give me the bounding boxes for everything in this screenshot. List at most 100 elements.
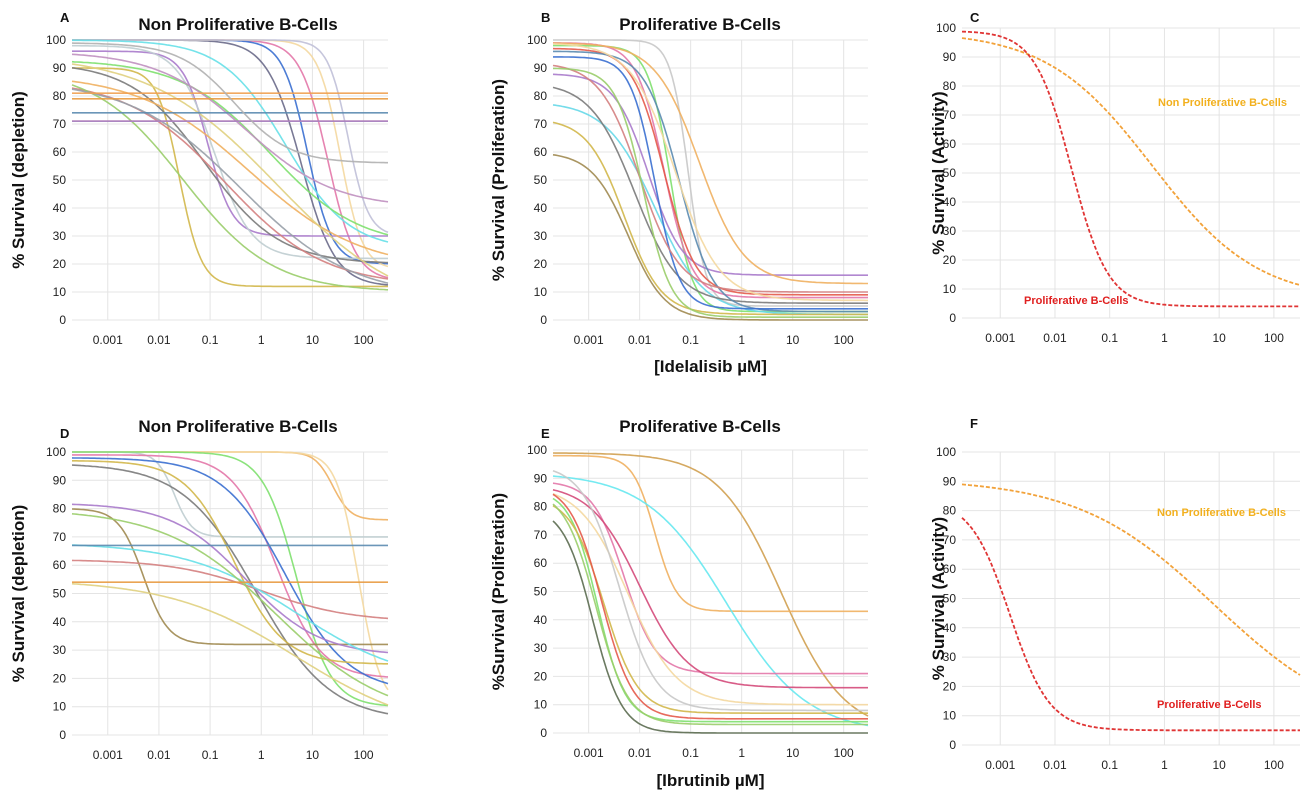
y-tick-label: 50 bbox=[943, 592, 957, 606]
series-D-3 bbox=[72, 451, 389, 707]
x-tick-label: 0.1 bbox=[202, 748, 219, 762]
y-axis-label: % Survival (depletion) bbox=[9, 91, 28, 269]
y-tick-label: 20 bbox=[943, 679, 957, 693]
series-A-13 bbox=[71, 84, 389, 291]
panel-letter: D bbox=[60, 426, 69, 441]
series-B-11 bbox=[553, 56, 868, 310]
series-A-15 bbox=[71, 88, 389, 284]
x-axis-label: [Ibrutinib µM] bbox=[657, 771, 765, 790]
y-tick-label: 30 bbox=[534, 641, 548, 655]
x-tick-label: 0.001 bbox=[574, 746, 604, 760]
series-C-1 bbox=[961, 30, 1300, 308]
y-axis-label: % Survival (Proliferation) bbox=[489, 79, 508, 281]
y-tick-label: 40 bbox=[534, 201, 548, 215]
series-A-2 bbox=[72, 39, 389, 286]
y-tick-label: 0 bbox=[59, 728, 66, 742]
x-tick-label: 0.1 bbox=[1101, 331, 1118, 345]
x-tick-label: 0.001 bbox=[985, 331, 1015, 345]
series-E-7 bbox=[552, 505, 868, 714]
y-tick-label: 70 bbox=[534, 117, 548, 131]
series-E-10 bbox=[552, 469, 868, 712]
y-tick-label: 80 bbox=[534, 500, 548, 514]
y-tick-label: 20 bbox=[534, 257, 548, 271]
y-tick-label: 10 bbox=[534, 698, 548, 712]
series-A-9 bbox=[72, 39, 389, 243]
series-A-14 bbox=[71, 63, 389, 277]
y-tick-label: 60 bbox=[53, 558, 67, 572]
y-tick-label: 50 bbox=[534, 585, 548, 599]
series-F-0 bbox=[961, 483, 1301, 676]
series-C-0 bbox=[961, 37, 1301, 286]
panel-E: 0 10 20 30 40 50 60 70 80 90 100 0.001 0.01 0.1 1 10 100… bbox=[489, 417, 869, 790]
panel-title: Proliferative B-Cells bbox=[619, 417, 781, 436]
y-tick-label: 80 bbox=[53, 502, 67, 516]
y-tick-label: 20 bbox=[53, 257, 67, 271]
x-tick-label: 0.01 bbox=[628, 746, 652, 760]
y-tick-label: 50 bbox=[53, 587, 67, 601]
series-B-8 bbox=[552, 42, 868, 285]
y-axis-label: % Survival (Activity) bbox=[929, 517, 948, 680]
series-A-4 bbox=[72, 39, 389, 234]
series-E-9 bbox=[552, 493, 868, 720]
x-tick-label: 0.1 bbox=[682, 746, 699, 760]
panel-title: Non Proliferative B-Cells bbox=[138, 15, 337, 34]
y-tick-label: 10 bbox=[943, 709, 957, 723]
x-tick-label: 0.01 bbox=[147, 333, 171, 347]
panel-C: 0 10 20 30 40 50 60 70 80 90 100 0.001 0.01 0.1 1 10 100… bbox=[929, 10, 1301, 345]
series-D-1 bbox=[72, 451, 389, 691]
y-tick-label: 30 bbox=[534, 229, 548, 243]
series-B-13 bbox=[553, 67, 868, 318]
x-tick-label: 100 bbox=[354, 333, 374, 347]
y-tick-label: 80 bbox=[534, 89, 548, 103]
y-tick-label: 60 bbox=[534, 145, 548, 159]
x-tick-label: 100 bbox=[1264, 758, 1284, 772]
series-E-6 bbox=[552, 497, 868, 723]
series-B-4 bbox=[552, 73, 868, 276]
x-tick-label: 0.01 bbox=[1043, 331, 1067, 345]
y-tick-label: 0 bbox=[949, 738, 956, 752]
y-tick-label: 80 bbox=[943, 79, 957, 93]
x-tick-label: 0.01 bbox=[1043, 758, 1067, 772]
series-B-7 bbox=[552, 154, 868, 321]
x-tick-label: 0.001 bbox=[93, 748, 123, 762]
y-tick-label: 60 bbox=[53, 145, 67, 159]
series-D-11 bbox=[71, 544, 389, 662]
y-tick-label: 90 bbox=[534, 61, 548, 75]
series-annotation: Non Proliferative B-Cells bbox=[1157, 507, 1286, 519]
x-tick-label: 100 bbox=[834, 333, 854, 347]
panel-title: Non Proliferative B-Cells bbox=[138, 417, 337, 436]
y-tick-label: 60 bbox=[534, 556, 548, 570]
series-B-6 bbox=[552, 121, 868, 316]
panel-letter: A bbox=[60, 10, 70, 25]
y-tick-label: 0 bbox=[540, 313, 547, 327]
y-tick-label: 70 bbox=[534, 528, 548, 542]
y-tick-label: 100 bbox=[527, 443, 547, 457]
y-tick-label: 10 bbox=[53, 285, 67, 299]
y-tick-label: 100 bbox=[936, 445, 956, 459]
x-tick-label: 10 bbox=[1212, 758, 1226, 772]
x-tick-label: 100 bbox=[1264, 331, 1284, 345]
x-tick-label: 10 bbox=[1212, 331, 1226, 345]
series-B-12 bbox=[552, 64, 868, 293]
series-E-5 bbox=[552, 493, 868, 706]
series-E-0 bbox=[552, 452, 869, 717]
series-B-0 bbox=[553, 39, 868, 307]
y-tick-label: 90 bbox=[534, 471, 548, 485]
series-D-5 bbox=[71, 457, 389, 685]
series-D-10 bbox=[71, 559, 389, 620]
y-tick-label: 50 bbox=[53, 173, 67, 187]
x-tick-label: 100 bbox=[354, 748, 374, 762]
y-tick-label: 20 bbox=[534, 669, 548, 683]
x-tick-label: 100 bbox=[834, 746, 854, 760]
x-tick-label: 0.001 bbox=[985, 758, 1015, 772]
series-A-6 bbox=[72, 50, 388, 237]
series-E-2 bbox=[552, 475, 869, 727]
series-A-22 bbox=[71, 42, 388, 164]
series-A-11 bbox=[71, 80, 389, 256]
series-D-4 bbox=[72, 454, 389, 678]
x-tick-label: 0.1 bbox=[1101, 758, 1118, 772]
y-tick-label: 0 bbox=[59, 313, 66, 327]
y-tick-label: 10 bbox=[943, 282, 957, 296]
series-B-5 bbox=[552, 86, 868, 304]
series-F-1 bbox=[961, 517, 1300, 732]
